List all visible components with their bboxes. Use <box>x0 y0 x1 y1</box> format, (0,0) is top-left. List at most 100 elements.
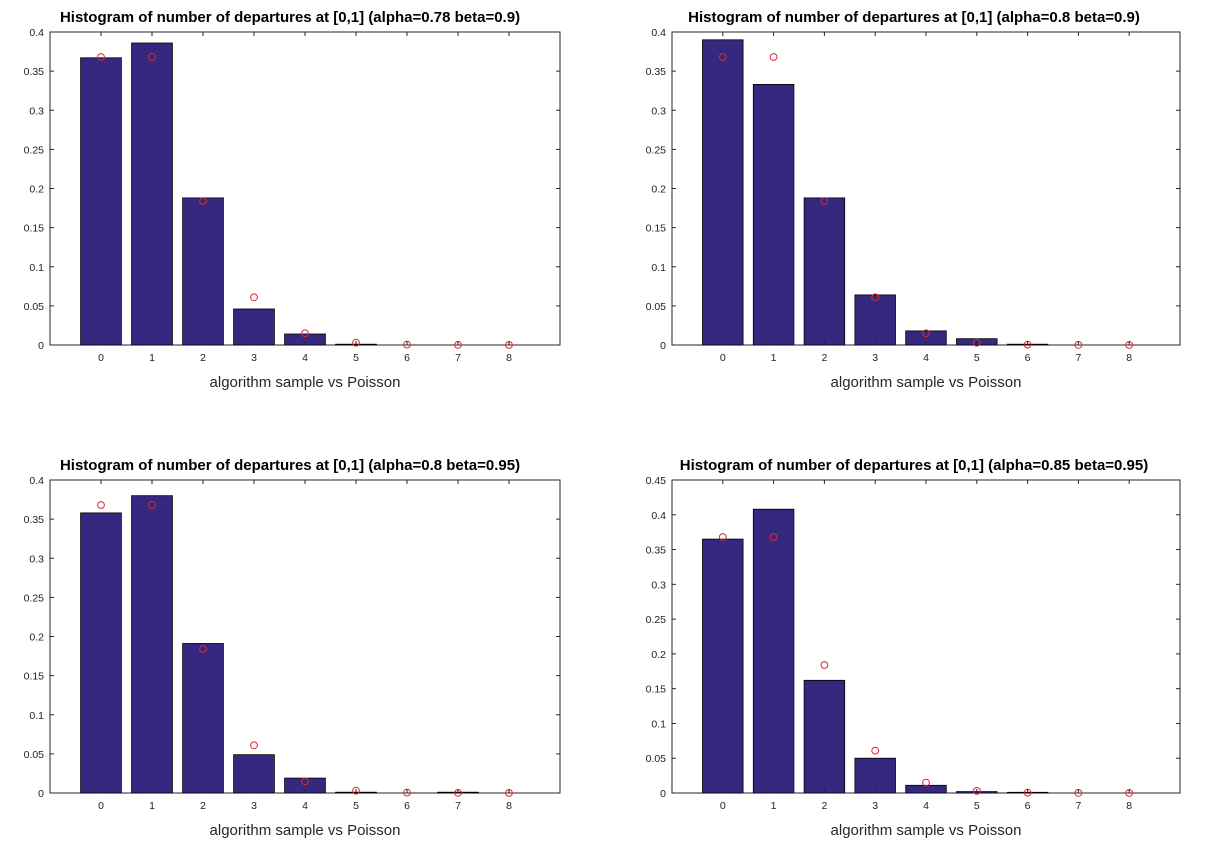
bar-3 <box>233 308 275 346</box>
marker-4 <box>922 329 930 338</box>
chart-title: Histogram of number of departures at [0,… <box>60 9 520 26</box>
bar-0 <box>80 57 122 346</box>
y-tick-label: 0 <box>660 788 666 800</box>
y-tick-label: 0.2 <box>29 632 44 644</box>
y-tick-label: 0.25 <box>646 614 667 626</box>
chart-panel-3: Histogram of number of departures at [0,… <box>24 457 561 839</box>
y-tick-label: 0.25 <box>646 144 667 156</box>
x-tick-label: 2 <box>821 352 827 364</box>
x-tick-label: 1 <box>771 800 777 812</box>
axes-box <box>49 31 561 346</box>
x-tick-label: 8 <box>1126 800 1132 812</box>
x-tick-label: 8 <box>506 800 512 812</box>
chart-title: Histogram of number of departures at [0,… <box>688 9 1140 26</box>
marker-1 <box>148 501 156 509</box>
y-tick-label: 0.15 <box>646 684 667 696</box>
bar-1 <box>131 495 173 794</box>
axes-box <box>671 31 1181 346</box>
x-tick-label: 3 <box>251 352 257 364</box>
marker-0 <box>718 533 727 541</box>
x-tick-label: 7 <box>1075 352 1081 364</box>
chart-panel-1: Histogram of number of departures at [0,… <box>24 9 561 391</box>
y-tick-label: 0.1 <box>651 718 666 730</box>
chart-panel-2: Histogram of number of departures at [0,… <box>646 9 1181 391</box>
bar-3 <box>854 757 896 794</box>
x-tick-label: 2 <box>200 352 206 364</box>
x-axis-label: algorithm sample vs Poisson <box>831 822 1022 839</box>
x-axis-label: algorithm sample vs Poisson <box>210 374 401 391</box>
x-tick-label: 4 <box>302 800 308 812</box>
x-tick-label: 7 <box>1075 800 1081 812</box>
marker-5 <box>352 786 360 795</box>
marker-2 <box>820 197 829 205</box>
y-tick-label: 0.15 <box>646 223 667 235</box>
y-tick-label: 0.1 <box>29 262 44 274</box>
marker-2 <box>199 645 207 653</box>
y-tick-label: 0 <box>660 340 666 352</box>
y-tick-label: 0.3 <box>651 579 666 591</box>
x-tick-label: 7 <box>455 352 461 364</box>
bar-2 <box>182 643 224 794</box>
x-tick-label: 6 <box>404 352 410 364</box>
marker-2 <box>199 197 207 205</box>
x-tick-label: 6 <box>1025 800 1031 812</box>
marker-0 <box>97 501 105 509</box>
y-tick-label: 0.15 <box>24 671 45 683</box>
x-tick-label: 2 <box>821 800 827 812</box>
x-tick-label: 4 <box>923 800 929 812</box>
axes-box <box>671 479 1181 794</box>
y-tick-label: 0.25 <box>24 592 45 604</box>
y-tick-label: 0.35 <box>646 545 667 557</box>
y-tick-label: 0.05 <box>646 301 667 313</box>
bar-2 <box>803 679 846 794</box>
y-tick-label: 0.4 <box>651 27 666 39</box>
x-tick-label: 6 <box>404 800 410 812</box>
x-axis-label: algorithm sample vs Poisson <box>210 822 401 839</box>
marker-5 <box>972 787 981 795</box>
x-tick-label: 1 <box>149 800 155 812</box>
marker-4 <box>301 329 309 338</box>
y-tick-label: 0.35 <box>646 66 667 78</box>
marker-5 <box>972 338 981 347</box>
y-tick-label: 0 <box>38 788 44 800</box>
y-tick-label: 0.25 <box>24 144 45 156</box>
y-tick-label: 0.3 <box>651 105 666 117</box>
marker-5 <box>352 338 360 347</box>
x-tick-label: 0 <box>98 800 104 812</box>
chart-title: Histogram of number of departures at [0,… <box>680 457 1148 474</box>
y-tick-label: 0.05 <box>24 749 45 761</box>
y-tick-label: 0.2 <box>651 184 666 196</box>
x-tick-label: 7 <box>455 800 461 812</box>
x-tick-label: 3 <box>251 800 257 812</box>
x-tick-label: 3 <box>872 352 878 364</box>
y-tick-label: 0 <box>38 340 44 352</box>
marker-1 <box>769 533 778 541</box>
x-tick-label: 1 <box>771 352 777 364</box>
marker-1 <box>769 53 778 61</box>
x-tick-label: 8 <box>506 352 512 364</box>
chart-title: Histogram of number of departures at [0,… <box>60 457 520 474</box>
y-tick-label: 0.05 <box>646 753 667 765</box>
bar-1 <box>131 42 173 346</box>
marker-3 <box>871 746 880 755</box>
y-tick-label: 0.1 <box>651 262 666 274</box>
bar-1 <box>752 84 795 346</box>
y-tick-label: 0.05 <box>24 301 45 313</box>
x-tick-label: 0 <box>98 352 104 364</box>
x-tick-label: 3 <box>872 800 878 812</box>
y-tick-label: 0.15 <box>24 223 45 235</box>
bar-0 <box>702 538 744 794</box>
x-tick-label: 5 <box>353 800 359 812</box>
y-tick-label: 0.3 <box>29 105 44 117</box>
y-tick-label: 0.4 <box>29 27 44 39</box>
marker-2 <box>820 661 829 669</box>
marker-4 <box>301 777 309 786</box>
marker-3 <box>250 293 258 302</box>
x-tick-label: 1 <box>149 352 155 364</box>
y-tick-label: 0.2 <box>29 184 44 196</box>
x-tick-label: 0 <box>720 800 726 812</box>
y-tick-label: 0.2 <box>651 649 666 661</box>
y-tick-label: 0.35 <box>24 514 45 526</box>
x-tick-label: 4 <box>923 352 929 364</box>
